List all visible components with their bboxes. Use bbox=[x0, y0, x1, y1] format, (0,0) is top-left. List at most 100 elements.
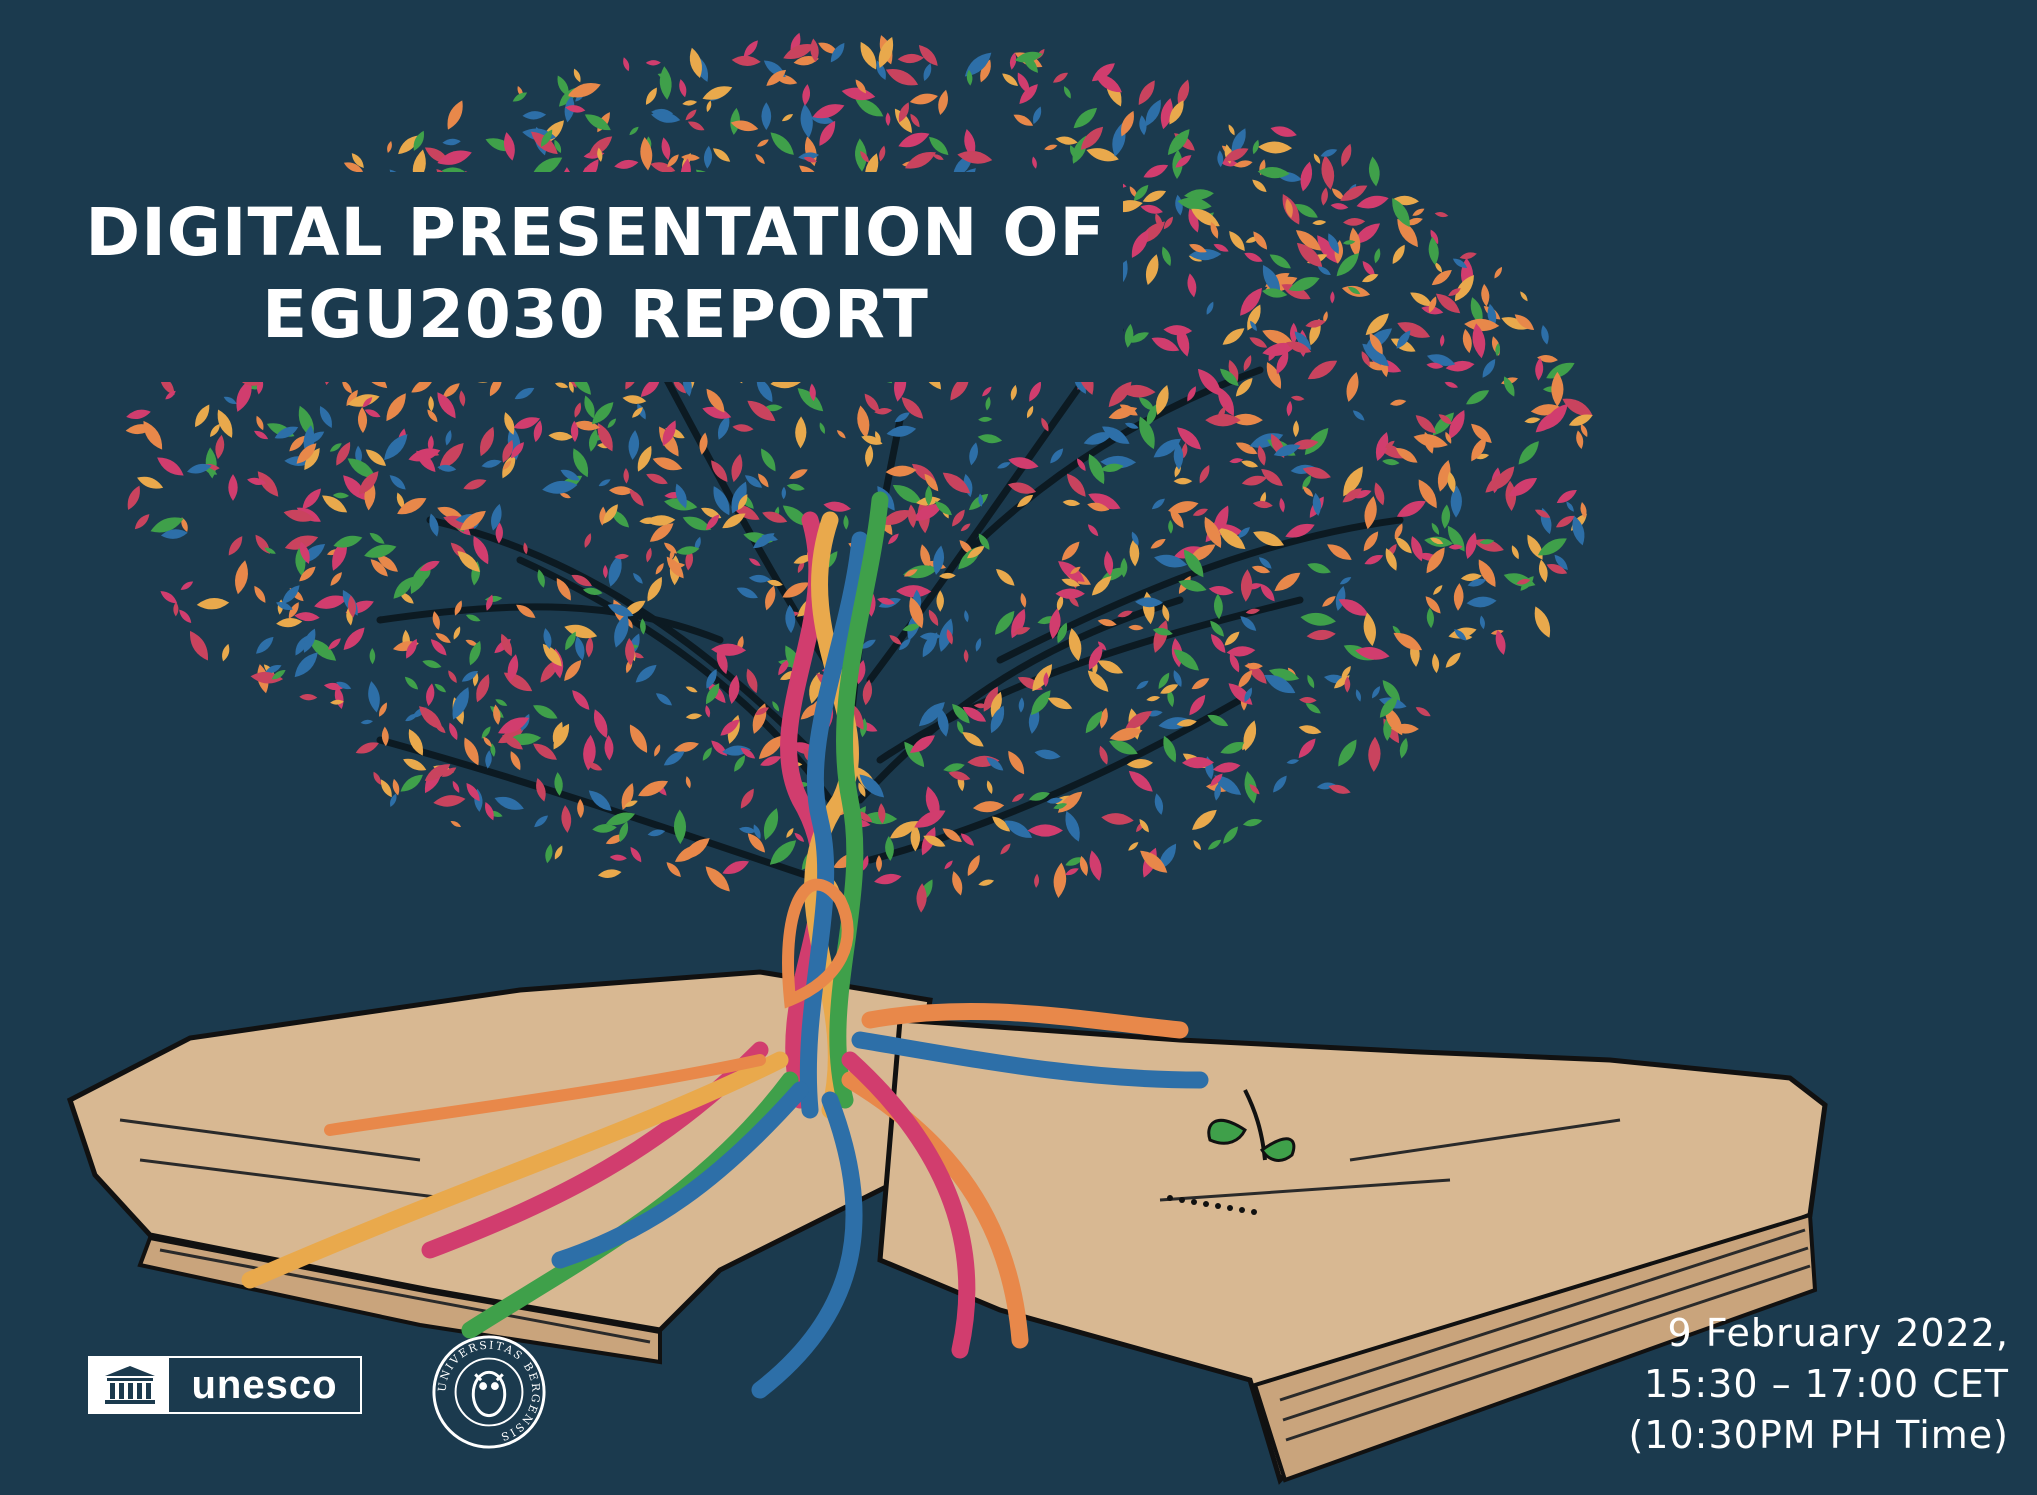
leaf bbox=[1199, 464, 1210, 484]
leaf bbox=[362, 397, 373, 408]
leaf bbox=[762, 511, 788, 523]
leaf bbox=[944, 860, 953, 870]
leaf bbox=[1220, 742, 1247, 754]
leaf bbox=[274, 426, 299, 439]
leaf bbox=[1046, 797, 1063, 804]
leaf bbox=[968, 493, 989, 511]
leaf bbox=[1150, 538, 1166, 549]
leaf bbox=[1295, 230, 1322, 251]
leaf bbox=[860, 639, 876, 649]
leaf bbox=[288, 602, 299, 619]
leaf bbox=[804, 136, 817, 167]
leaf bbox=[1253, 231, 1268, 250]
leaf bbox=[1034, 749, 1061, 760]
leaf bbox=[1097, 618, 1117, 627]
leaf bbox=[685, 713, 703, 720]
leaf bbox=[909, 93, 938, 105]
leaf bbox=[355, 742, 379, 754]
leaf bbox=[1197, 368, 1222, 396]
leaf bbox=[757, 139, 769, 147]
leaf bbox=[1131, 531, 1139, 546]
leaf bbox=[1330, 203, 1349, 210]
leaf bbox=[537, 569, 545, 588]
leaf bbox=[857, 405, 870, 439]
leaf bbox=[1270, 126, 1297, 137]
leaf bbox=[1399, 737, 1408, 759]
leaf bbox=[977, 434, 1003, 444]
leaf bbox=[1158, 672, 1170, 689]
leaf bbox=[716, 647, 728, 675]
leaf bbox=[1479, 539, 1495, 545]
leaf bbox=[364, 544, 397, 558]
leaf bbox=[1379, 695, 1398, 718]
leaf bbox=[380, 779, 392, 798]
leaf bbox=[647, 576, 662, 602]
leaf bbox=[1151, 498, 1165, 510]
leaf bbox=[969, 442, 978, 466]
leaf bbox=[633, 573, 643, 584]
leaf bbox=[942, 828, 962, 842]
leaf bbox=[276, 602, 293, 610]
leaf bbox=[1501, 317, 1529, 330]
leaf bbox=[731, 55, 761, 66]
leaf bbox=[554, 772, 563, 796]
leaf bbox=[1382, 680, 1401, 702]
leaf bbox=[1153, 619, 1168, 653]
leaf bbox=[1250, 320, 1257, 332]
leaf bbox=[1537, 355, 1558, 363]
leaf bbox=[1352, 410, 1365, 421]
leaf bbox=[445, 429, 452, 446]
leaf bbox=[1286, 759, 1300, 764]
leaf bbox=[800, 702, 820, 720]
leaf bbox=[398, 135, 420, 155]
leaf bbox=[1294, 331, 1312, 350]
leaf bbox=[897, 53, 924, 64]
leaf bbox=[766, 579, 783, 587]
leaf bbox=[493, 704, 501, 725]
leaf bbox=[992, 816, 1011, 832]
leaf bbox=[1249, 337, 1268, 348]
leaf bbox=[985, 396, 991, 411]
leaf bbox=[901, 397, 924, 419]
leaf bbox=[1262, 264, 1281, 296]
leaf bbox=[898, 102, 909, 123]
leaf bbox=[557, 75, 569, 97]
leaf bbox=[885, 69, 919, 86]
leaf bbox=[548, 431, 574, 441]
leaf bbox=[459, 390, 466, 407]
leaf bbox=[1321, 187, 1328, 206]
uib-seal-text: UNIVERSITAS BERGENSIS bbox=[435, 1339, 540, 1444]
leaf bbox=[640, 137, 653, 171]
leaf bbox=[1527, 534, 1543, 560]
leaf bbox=[592, 824, 617, 833]
leaf bbox=[1365, 361, 1385, 371]
leaf bbox=[1187, 386, 1196, 402]
leaf bbox=[1258, 557, 1272, 569]
leaf bbox=[428, 395, 434, 412]
leaf bbox=[1430, 537, 1444, 545]
leaf bbox=[1033, 106, 1042, 125]
leaf bbox=[364, 409, 381, 418]
leaf bbox=[442, 138, 461, 146]
leaf bbox=[1431, 522, 1440, 535]
leaf bbox=[1004, 820, 1033, 838]
leaf bbox=[195, 404, 210, 428]
leaf bbox=[878, 37, 894, 68]
leaf bbox=[624, 800, 638, 807]
leaf bbox=[1434, 212, 1449, 218]
leaf bbox=[1160, 684, 1179, 694]
leaf bbox=[1210, 773, 1223, 787]
leaf bbox=[1240, 569, 1253, 602]
leaf bbox=[1178, 579, 1207, 592]
leaf bbox=[898, 132, 930, 148]
leaf bbox=[1173, 442, 1184, 470]
leaf bbox=[629, 724, 648, 753]
leaf bbox=[614, 613, 629, 648]
leaf bbox=[1471, 437, 1486, 462]
leaf bbox=[1019, 84, 1038, 105]
leaf bbox=[450, 821, 462, 827]
leaf bbox=[1007, 482, 1037, 494]
leaf bbox=[694, 536, 701, 551]
leaf bbox=[1251, 565, 1271, 574]
leaf bbox=[1266, 362, 1282, 389]
